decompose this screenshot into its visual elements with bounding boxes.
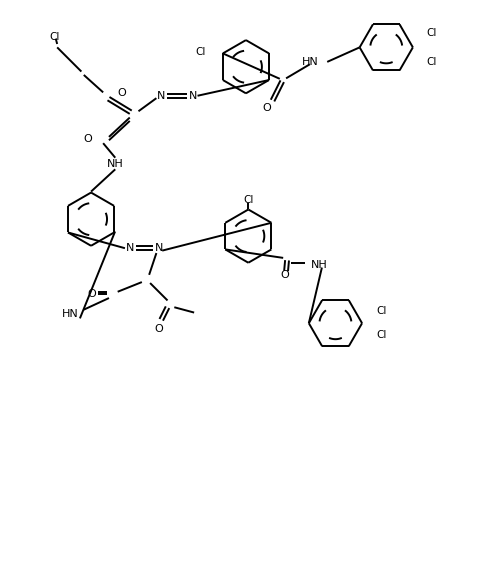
Text: O: O — [84, 134, 93, 145]
Text: O: O — [262, 103, 271, 113]
Text: N: N — [188, 91, 197, 101]
Text: Cl: Cl — [195, 47, 206, 57]
Text: O: O — [118, 88, 127, 98]
Text: O: O — [280, 270, 289, 280]
Text: Cl: Cl — [376, 331, 387, 340]
Text: NH: NH — [107, 159, 124, 168]
Text: O: O — [154, 324, 163, 334]
Text: Cl: Cl — [376, 306, 387, 316]
Text: N: N — [157, 91, 166, 101]
Text: Cl: Cl — [427, 28, 437, 38]
Text: N: N — [126, 243, 134, 253]
Text: Cl: Cl — [427, 57, 437, 67]
Text: HN: HN — [302, 57, 318, 67]
Text: N: N — [154, 243, 163, 253]
Text: Cl: Cl — [243, 195, 254, 205]
Text: NH: NH — [311, 260, 328, 270]
Text: HN: HN — [62, 308, 79, 319]
Text: Cl: Cl — [50, 32, 60, 42]
Text: O: O — [87, 289, 96, 299]
